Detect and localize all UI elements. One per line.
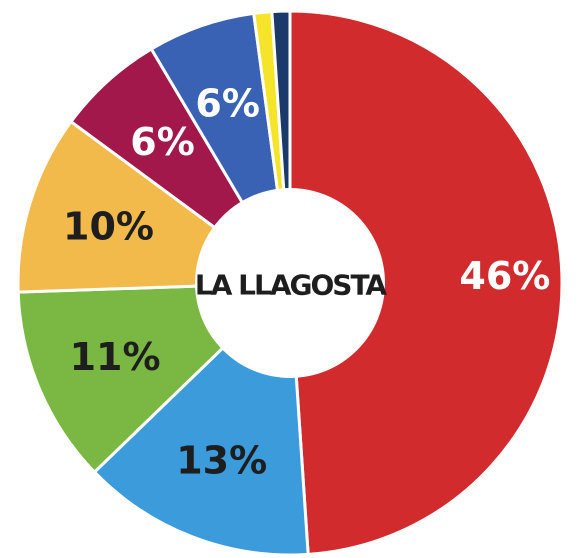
center-text: LA LLAGOSTA xyxy=(195,269,387,302)
value-label: 6% xyxy=(130,120,195,164)
value-label: 10% xyxy=(63,205,154,249)
value-label: 6% xyxy=(195,82,260,126)
value-label: 46% xyxy=(459,254,550,298)
slice xyxy=(288,9,564,556)
value-label: 13% xyxy=(176,438,267,482)
donut-hole xyxy=(195,188,385,378)
value-label: 11% xyxy=(70,335,161,379)
